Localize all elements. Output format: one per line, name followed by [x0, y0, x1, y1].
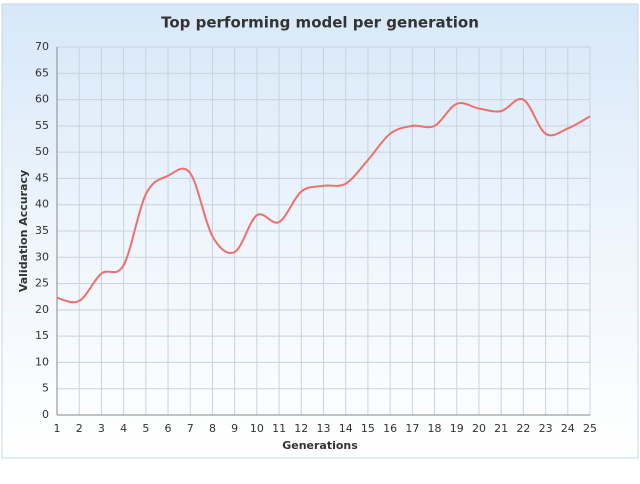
y-tick-label: 70 — [35, 40, 49, 53]
y-tick-label: 60 — [35, 93, 49, 106]
x-tick-label: 22 — [516, 422, 530, 435]
x-tick-label: 7 — [187, 422, 194, 435]
y-tick-label: 55 — [35, 119, 49, 132]
x-axis-title: Generations — [282, 439, 358, 452]
x-tick-label: 20 — [472, 422, 486, 435]
x-tick-label: 25 — [583, 422, 597, 435]
x-tick-label: 9 — [231, 422, 238, 435]
x-tick-label: 23 — [539, 422, 553, 435]
y-tick-label: 20 — [35, 303, 49, 316]
x-tick-label: 1 — [54, 422, 61, 435]
x-tick-label: 12 — [294, 422, 308, 435]
y-tick-label: 65 — [35, 66, 49, 79]
x-tick-label: 10 — [250, 422, 264, 435]
x-tick-label: 8 — [209, 422, 216, 435]
y-tick-label: 30 — [35, 250, 49, 263]
y-tick-label: 50 — [35, 145, 49, 158]
x-tick-label: 24 — [561, 422, 575, 435]
y-tick-label: 0 — [42, 408, 49, 421]
y-tick-label: 25 — [35, 277, 49, 290]
x-tick-label: 13 — [317, 422, 331, 435]
x-tick-label: 19 — [450, 422, 464, 435]
y-tick-label: 45 — [35, 171, 49, 184]
x-tick-label: 16 — [383, 422, 397, 435]
chart-title: Top performing model per generation — [161, 14, 479, 32]
x-tick-label: 6 — [165, 422, 172, 435]
x-tick-label: 21 — [494, 422, 508, 435]
plot — [56, 97, 591, 304]
y-tick-label: 15 — [35, 329, 49, 342]
x-tick-label: 3 — [98, 422, 105, 435]
x-tick-label: 14 — [339, 422, 353, 435]
y-tick-label: 40 — [35, 198, 49, 211]
y-tick-label: 5 — [42, 382, 49, 395]
y-tick-label: 35 — [35, 224, 49, 237]
x-tick-label: 4 — [120, 422, 127, 435]
line-series — [56, 97, 591, 304]
grid — [56, 46, 591, 416]
x-tick-label: 11 — [272, 422, 286, 435]
y-tick-label: 10 — [35, 355, 49, 368]
x-tick-label: 2 — [76, 422, 83, 435]
x-tick-label: 15 — [361, 422, 375, 435]
x-tick-label: 18 — [428, 422, 442, 435]
x-tick-label: 5 — [142, 422, 149, 435]
x-tick-label: 17 — [405, 422, 419, 435]
y-axis-title: Validation Accuracy — [17, 170, 30, 292]
